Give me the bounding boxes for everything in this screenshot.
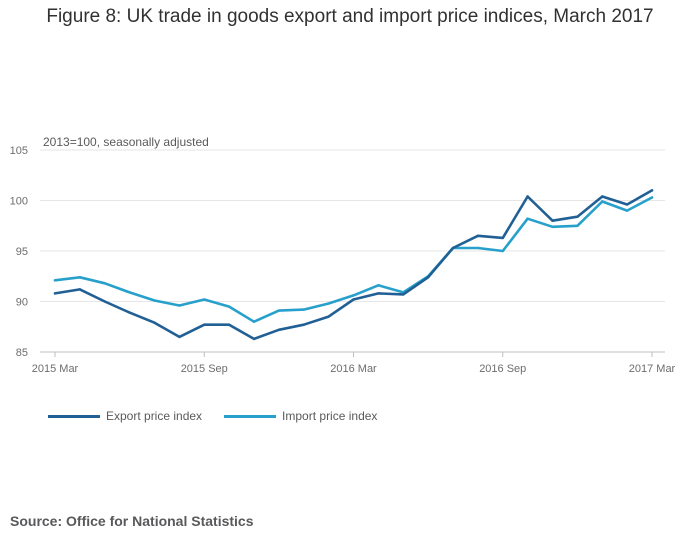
axis-note: 2013=100, seasonally adjusted <box>43 135 209 149</box>
data-point-export <box>327 315 330 318</box>
data-point-import <box>327 302 330 305</box>
data-point-export <box>601 195 604 198</box>
data-point-export <box>476 234 480 238</box>
data-point-import <box>252 320 256 323</box>
legend: Export price index Import price index <box>48 409 377 423</box>
data-point-import <box>78 276 82 279</box>
x-tick-label: 2016 Mar <box>330 363 377 375</box>
x-tick-label: 2016 Sep <box>479 363 526 375</box>
data-point-import <box>526 217 529 220</box>
data-point-import <box>352 294 355 297</box>
data-point-export <box>576 215 579 218</box>
x-tick-label: 2017 Mar <box>629 363 676 375</box>
legend-swatch-export <box>48 414 100 418</box>
y-tick-label: 95 <box>16 246 28 258</box>
series-line-export <box>53 189 654 341</box>
data-point-export <box>128 311 131 314</box>
data-point-import <box>103 282 106 285</box>
data-point-import <box>377 284 380 287</box>
chart-title: Figure 8: UK trade in goods export and i… <box>46 6 654 27</box>
data-point-export <box>277 328 281 331</box>
data-point-export <box>227 323 231 326</box>
data-point-import <box>153 299 156 302</box>
data-point-import <box>227 305 231 308</box>
data-point-export <box>625 203 629 206</box>
data-point-export <box>78 288 82 291</box>
data-point-export <box>352 298 355 301</box>
data-point-export <box>451 246 455 250</box>
data-point-import <box>302 308 305 311</box>
data-point-export <box>252 337 256 341</box>
x-tick-label: 2015 Sep <box>181 363 228 375</box>
data-point-export <box>402 293 405 296</box>
data-point-import <box>178 304 181 307</box>
data-point-import <box>551 225 554 228</box>
data-point-import <box>476 246 480 250</box>
data-point-export <box>650 189 654 192</box>
data-point-import <box>650 196 654 199</box>
data-point-import <box>277 309 281 312</box>
data-point-export <box>501 236 504 240</box>
y-tick-label: 105 <box>10 145 28 157</box>
data-point-export <box>178 335 181 339</box>
data-point-export <box>302 323 305 326</box>
data-point-import <box>53 279 57 282</box>
data-point-import <box>203 298 206 301</box>
data-point-import <box>601 200 604 203</box>
legend-item-import[interactable]: Import price index <box>224 409 377 423</box>
data-point-export <box>103 300 106 303</box>
data-point-import <box>576 224 579 227</box>
data-point-export <box>551 219 554 222</box>
data-point-export <box>203 323 206 326</box>
data-point-export <box>377 292 380 295</box>
data-point-export <box>53 292 57 295</box>
y-tick-label: 90 <box>16 297 28 309</box>
y-tick-label: 100 <box>10 196 28 208</box>
source-note: Source: Office for National Statistics <box>10 513 254 529</box>
data-point-export <box>153 321 156 324</box>
legend-swatch-import <box>224 414 277 418</box>
data-point-import <box>501 249 504 253</box>
data-point-import <box>625 209 629 212</box>
legend-label-import: Import price index <box>282 409 378 423</box>
x-tick-label: 2015 Mar <box>32 363 79 375</box>
series-line-import <box>53 196 654 324</box>
legend-label-export: Export price index <box>106 409 203 423</box>
data-point-export <box>426 276 430 279</box>
data-point-import <box>128 291 131 294</box>
data-point-export <box>526 195 529 198</box>
legend-item-export[interactable]: Export price index <box>48 409 202 423</box>
y-tick-label: 85 <box>16 347 28 359</box>
